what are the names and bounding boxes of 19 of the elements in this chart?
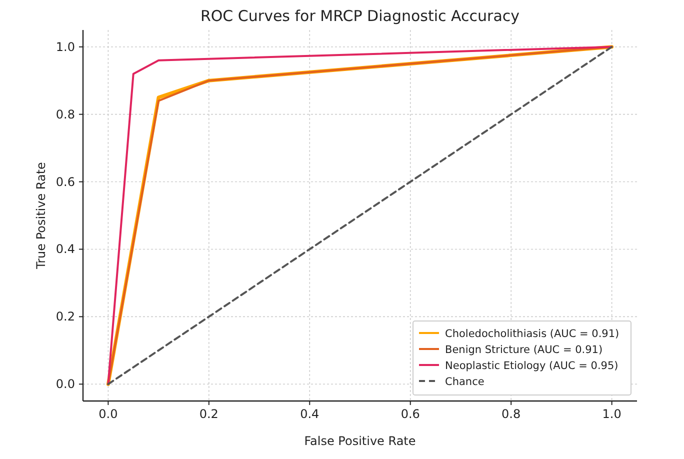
legend-label: Benign Stricture (AUC = 0.91) — [445, 344, 603, 356]
y-tick-label: 0.0 — [56, 377, 75, 392]
legend-label: Choledocholithiasis (AUC = 0.91) — [445, 328, 620, 340]
y-tick-label: 0.6 — [56, 174, 75, 189]
x-tick-label: 0.4 — [300, 407, 320, 421]
x-tick-label: 0.0 — [98, 407, 118, 421]
y-tick-label: 0.8 — [56, 107, 75, 122]
y-tick-label: 0.4 — [56, 242, 75, 256]
x-tick-label: 0.8 — [502, 407, 521, 421]
chart-title: ROC Curves for MRCP Diagnostic Accuracy — [200, 7, 520, 25]
y-axis-title: True Positive Rate — [34, 162, 48, 270]
x-tick-label: 1.0 — [602, 407, 622, 421]
y-tick-label: 1.0 — [56, 40, 75, 54]
y-tick-label: 0.2 — [56, 310, 75, 324]
x-tick-label: 0.6 — [400, 407, 420, 421]
x-tick-label: 0.2 — [199, 407, 218, 421]
x-axis-title: False Positive Rate — [304, 434, 416, 448]
legend-label: Neoplastic Etiology (AUC = 0.95) — [445, 360, 618, 372]
legend-label: Chance — [445, 376, 484, 388]
